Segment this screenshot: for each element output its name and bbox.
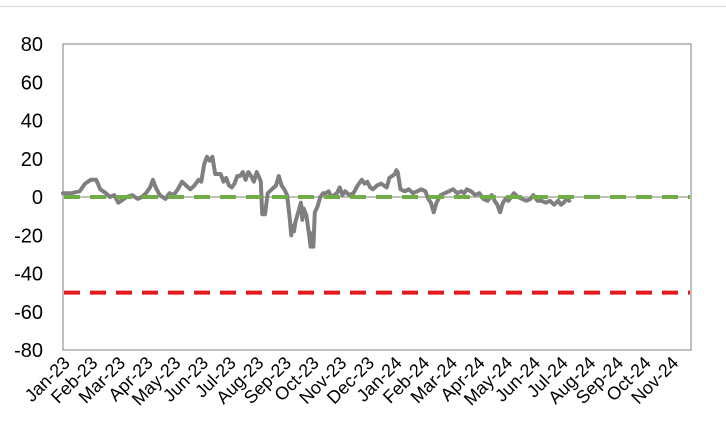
- y-tick-label: -80: [14, 340, 43, 362]
- frame-top-border: [0, 6, 726, 7]
- main-series-line: [61, 154, 572, 249]
- series-layer: [61, 154, 690, 295]
- y-tick-label: 40: [21, 111, 43, 133]
- y-tick-label: -20: [14, 225, 43, 247]
- y-tick-label: 60: [21, 72, 43, 94]
- y-tick-label: 80: [21, 34, 43, 56]
- y-axis-ticks: 80 60 40 20 0 -20 -40 -60 -80: [14, 34, 43, 362]
- y-tick-label: 20: [21, 149, 43, 171]
- plot-area: [62, 43, 692, 351]
- y-tick-label: 0: [32, 187, 43, 209]
- y-tick-label: -40: [14, 264, 43, 286]
- x-axis-ticks: Jan-23Feb-23Mar-23Apr-23May-23Jun-23Jul-…: [21, 353, 683, 410]
- y-tick-label: -60: [14, 302, 43, 324]
